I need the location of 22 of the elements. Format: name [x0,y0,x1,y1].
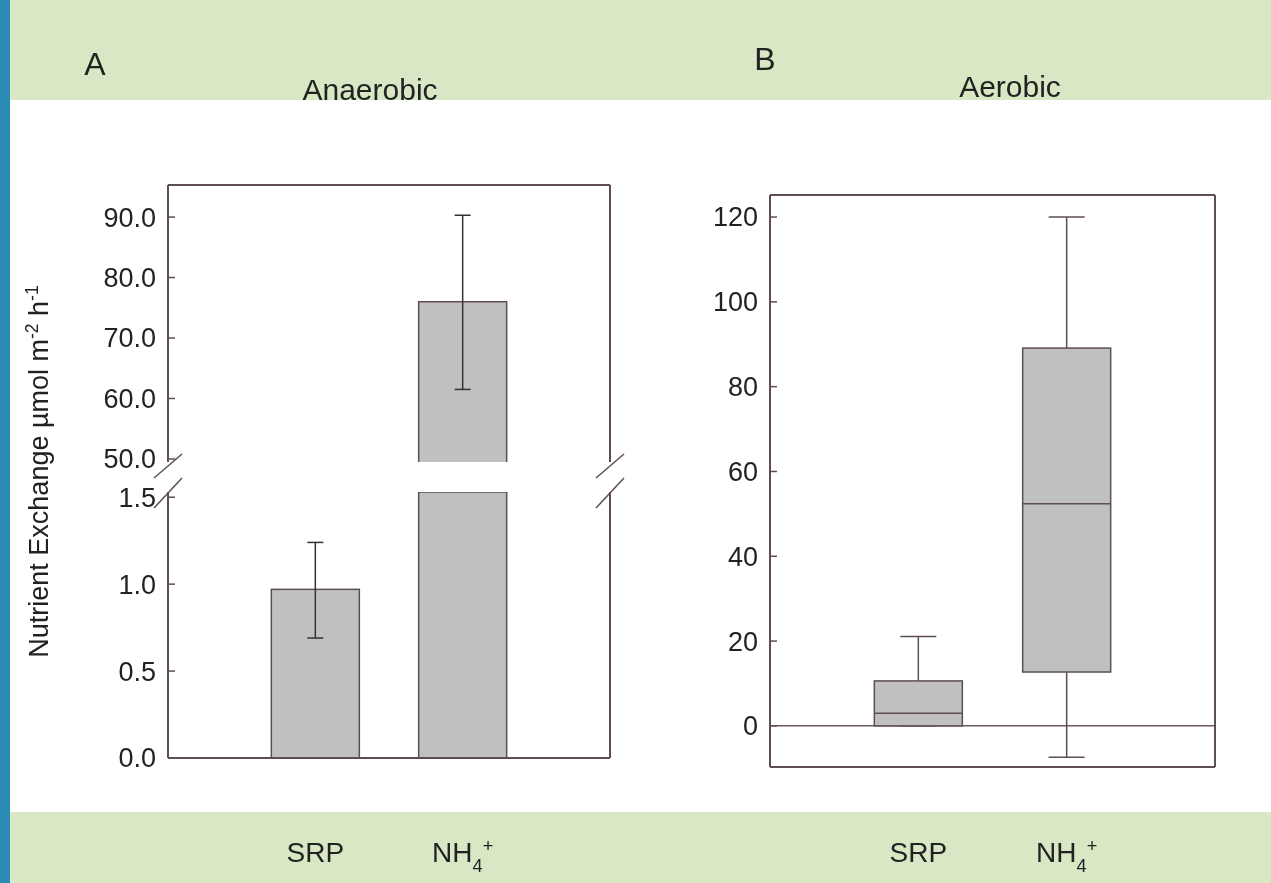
x-tick-label: SRP [286,837,345,868]
text: B [754,41,776,77]
x-tick-label: SRP [889,837,948,868]
chart-title: Aerobic [959,70,1061,103]
y-tick-label: 20 [727,626,758,657]
chart-title: Anaerobic [302,73,438,106]
y-tick-label: 100 [712,287,758,318]
y-tick-label: 60.0 [103,383,156,414]
y-tick-label: 70.0 [103,323,156,354]
y-tick-label: 1.0 [118,569,156,600]
y-tick-label: 60 [727,456,758,487]
y-tick-label: 0.5 [118,656,156,687]
y-tick-label: 120 [712,202,758,233]
y-tick-label: 50.0 [103,444,156,475]
text: A [84,46,107,82]
y-tick-label: 80 [727,372,758,403]
y-tick-label: 0.0 [118,743,156,774]
y-tick-label: 1.5 [118,482,156,513]
y-tick-label: 0 [742,711,758,742]
y-tick-label: 90.0 [103,202,156,233]
y-tick-label: 40 [727,541,758,572]
y-tick-label: 80.0 [103,262,156,293]
